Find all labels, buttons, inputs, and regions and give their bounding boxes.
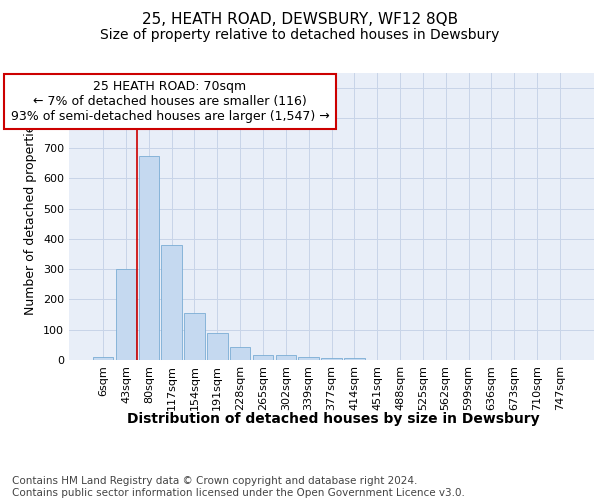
- Text: Size of property relative to detached houses in Dewsbury: Size of property relative to detached ho…: [100, 28, 500, 42]
- Bar: [230, 348, 250, 360]
- Bar: [139, 156, 159, 360]
- Text: 25 HEATH ROAD: 70sqm
← 7% of detached houses are smaller (116)
93% of semi-detac: 25 HEATH ROAD: 70sqm ← 7% of detached ho…: [11, 80, 329, 122]
- Bar: [321, 358, 342, 360]
- Text: Distribution of detached houses by size in Dewsbury: Distribution of detached houses by size …: [127, 412, 539, 426]
- Bar: [253, 355, 273, 360]
- Bar: [298, 357, 319, 360]
- Bar: [275, 356, 296, 360]
- Bar: [184, 313, 205, 360]
- Bar: [116, 269, 136, 360]
- Bar: [207, 334, 227, 360]
- Bar: [344, 358, 365, 360]
- Bar: [93, 357, 113, 360]
- Bar: [161, 245, 182, 360]
- Y-axis label: Number of detached properties: Number of detached properties: [25, 118, 37, 315]
- Text: Contains HM Land Registry data © Crown copyright and database right 2024.
Contai: Contains HM Land Registry data © Crown c…: [12, 476, 465, 498]
- Text: 25, HEATH ROAD, DEWSBURY, WF12 8QB: 25, HEATH ROAD, DEWSBURY, WF12 8QB: [142, 12, 458, 28]
